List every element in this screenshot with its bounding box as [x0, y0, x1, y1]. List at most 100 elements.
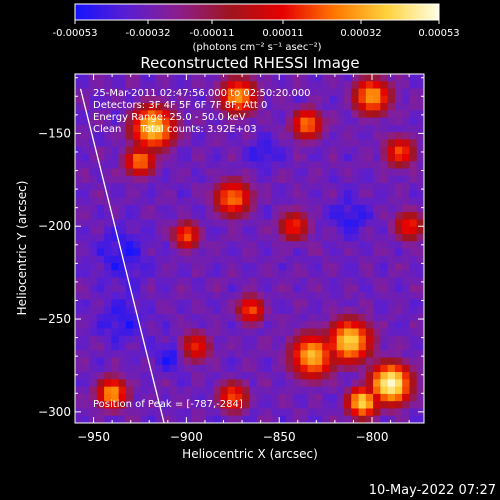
heatmap-cell	[147, 168, 156, 177]
heatmap-cell	[314, 132, 323, 140]
heatmap-cell	[154, 408, 163, 417]
heatmap-cell	[336, 81, 345, 89]
heatmap-cell	[75, 306, 83, 315]
heatmap-cell	[314, 110, 323, 119]
heatmap-cell	[285, 401, 294, 409]
heatmap-cell	[271, 364, 279, 373]
heatmap-cell	[198, 183, 207, 191]
heatmap-cell	[162, 153, 170, 162]
heatmap-cell	[147, 343, 156, 351]
heatmap-cell	[111, 212, 120, 220]
heatmap-cell	[191, 393, 199, 402]
heatmap-cell	[351, 161, 359, 169]
heatmap-cell	[351, 284, 359, 293]
heatmap-cell	[394, 168, 403, 177]
heatmap-cell	[213, 117, 221, 126]
heatmap-cell	[242, 226, 250, 235]
heatmap-cell	[242, 139, 250, 148]
heatmap-cell	[198, 415, 207, 423]
heatmap-cell	[242, 81, 250, 89]
heatmap-cell	[75, 190, 83, 198]
heatmap-cell	[234, 328, 243, 337]
heatmap-cell	[264, 401, 272, 409]
heatmap-cell	[416, 292, 424, 300]
heatmap-cell	[140, 117, 149, 126]
heatmap-cell	[322, 386, 330, 395]
heatmap-cell	[336, 190, 345, 198]
heatmap-cell	[242, 132, 250, 140]
heatmap-cell	[329, 168, 338, 177]
heatmap-cell	[125, 277, 134, 286]
heatmap-cell	[314, 306, 323, 315]
heatmap-cell	[264, 386, 272, 395]
heatmap-cell	[300, 219, 309, 228]
heatmap-cell	[365, 248, 374, 257]
heatmap-cell	[169, 270, 178, 278]
heatmap-cell	[82, 415, 90, 423]
heatmap-cell	[307, 226, 316, 235]
heatmap-cell	[75, 292, 83, 300]
heatmap-cell	[380, 277, 389, 286]
heatmap-cell	[307, 190, 316, 198]
heatmap-cell	[322, 306, 330, 315]
heatmap-cell	[256, 299, 265, 308]
heatmap-cell	[162, 299, 170, 308]
heatmap-cell	[278, 175, 287, 184]
heatmap-cell	[140, 408, 149, 417]
heatmap-cell	[176, 299, 185, 308]
heatmap-cell	[82, 74, 90, 82]
heatmap-cell	[184, 379, 192, 388]
heatmap-cell	[365, 255, 374, 264]
heatmap-cell	[162, 81, 170, 89]
heatmap-cell	[264, 284, 272, 293]
heatmap-cell	[394, 110, 403, 119]
heatmap-cell	[314, 255, 323, 264]
heatmap-cell	[234, 103, 243, 111]
heatmap-cell	[184, 241, 192, 249]
heatmap-cell	[118, 161, 127, 169]
heatmap-cell	[242, 146, 250, 155]
heatmap-cell	[307, 241, 316, 249]
heatmap-cell	[307, 313, 316, 322]
heatmap-cell	[234, 321, 243, 329]
heatmap-cell	[169, 415, 178, 423]
heatmap-cell	[293, 292, 301, 300]
heatmap-cell	[234, 146, 243, 155]
heatmap-cell	[205, 343, 214, 351]
heatmap-cell	[191, 321, 199, 329]
heatmap-cell	[213, 299, 221, 308]
heatmap-cell	[213, 168, 221, 177]
heatmap-cell	[154, 415, 163, 423]
heatmap-cell	[358, 386, 367, 395]
heatmap-cell	[394, 124, 403, 133]
heatmap-cell	[322, 146, 330, 155]
heatmap-cell	[285, 175, 294, 184]
heatmap-cell	[75, 415, 83, 423]
heatmap-cell	[365, 190, 374, 198]
heatmap-cell	[220, 255, 229, 264]
heatmap-cell	[162, 277, 170, 286]
heatmap-cell	[111, 95, 120, 104]
heatmap-cell	[380, 364, 389, 373]
heatmap-cell	[373, 168, 381, 177]
heatmap-cell	[184, 270, 192, 278]
heatmap-cell	[234, 161, 243, 169]
heatmap-cell	[82, 153, 90, 162]
heatmap-cell	[213, 146, 221, 155]
x-tick-label: −950	[77, 430, 110, 444]
heatmap-cell	[147, 415, 156, 423]
heatmap-cell	[365, 146, 374, 155]
heatmap-cell	[336, 364, 345, 373]
heatmap-cell	[147, 321, 156, 329]
heatmap-cell	[402, 153, 410, 162]
heatmap-cell	[242, 415, 250, 423]
heatmap-cell	[351, 248, 359, 257]
heatmap-cell	[373, 292, 381, 300]
heatmap-cell	[96, 248, 105, 257]
heatmap-cell	[154, 292, 163, 300]
heatmap-cell	[249, 277, 258, 286]
heatmap-cell	[409, 153, 418, 162]
x-tick-label: −850	[263, 430, 296, 444]
heatmap-cell	[300, 233, 309, 242]
heatmap-cell	[154, 88, 163, 97]
